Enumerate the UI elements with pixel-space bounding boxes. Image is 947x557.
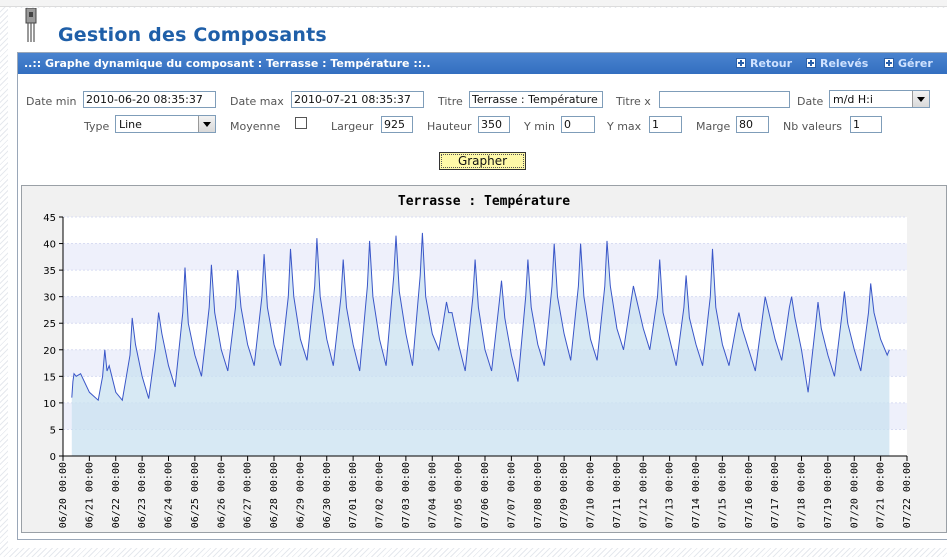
titre-label: Titre	[438, 95, 463, 108]
marge-input[interactable]	[736, 116, 769, 133]
x-tick-label: 07/09 00:00	[559, 462, 570, 528]
x-tick-label: 07/11 00:00	[612, 462, 623, 528]
x-tick-label: 07/13 00:00	[665, 462, 676, 528]
x-tick-label: 07/18 00:00	[797, 462, 808, 528]
x-tick-label: 07/02 00:00	[375, 462, 386, 528]
x-tick-label: 06/25 00:00	[190, 462, 201, 528]
date-min-label: Date min	[26, 95, 77, 108]
chevron-down-icon[interactable]	[198, 116, 215, 132]
x-tick-label: 07/06 00:00	[480, 462, 491, 528]
panel-title: ..:: Graphe dynamique du composant : Ter…	[24, 57, 431, 70]
plus-icon	[884, 58, 894, 68]
x-tick-label: 07/22 00:00	[902, 462, 913, 528]
x-tick-label: 06/29 00:00	[295, 462, 306, 528]
date-min-input[interactable]	[83, 91, 216, 108]
x-tick-label: 07/07 00:00	[506, 462, 517, 528]
largeur-label: Largeur	[331, 120, 374, 133]
y-tick-label: 30	[43, 293, 56, 304]
largeur-input[interactable]	[381, 116, 413, 133]
ymin-label: Y min	[524, 120, 555, 133]
titre-x-input[interactable]	[659, 91, 790, 108]
gerer-link[interactable]: Gérer	[898, 57, 933, 70]
x-tick-label: 06/22 00:00	[111, 462, 122, 528]
y-tick-label: 5	[50, 425, 56, 436]
plus-icon	[806, 58, 816, 68]
marge-label: Marge	[696, 120, 731, 133]
x-tick-label: 07/01 00:00	[348, 462, 359, 528]
x-tick-label: 07/08 00:00	[533, 462, 544, 528]
ymax-label: Y max	[607, 120, 642, 133]
moyenne-checkbox[interactable]	[295, 117, 307, 129]
x-tick-label: 06/21 00:00	[84, 462, 95, 528]
retour-link[interactable]: Retour	[750, 57, 793, 70]
moyenne-label: Moyenne	[230, 120, 281, 133]
type-label: Type	[84, 120, 110, 133]
grapher-button[interactable]: Grapher	[439, 152, 526, 170]
chevron-down-icon[interactable]	[912, 91, 929, 107]
x-tick-label: 07/16 00:00	[744, 462, 755, 528]
date-format-value: m/d H:i	[833, 93, 873, 106]
x-tick-label: 07/17 00:00	[770, 462, 781, 528]
hauteur-input[interactable]	[478, 116, 510, 133]
date-max-label: Date max	[230, 95, 284, 108]
chart-title: Terrasse : Température	[398, 194, 570, 209]
y-tick-label: 20	[43, 346, 56, 357]
plot-band	[63, 296, 907, 324]
type-select[interactable]: Line	[115, 115, 216, 133]
chart-container: 0 5 10 15 20 25 30 35 40 45 06/20 00:00 06/21 00:00…	[21, 185, 947, 533]
x-tick-label: 06/27 00:00	[243, 462, 254, 528]
series-line	[71, 232, 890, 402]
x-tick-label: 07/03 00:00	[401, 462, 412, 528]
date-format-select[interactable]: m/d H:i	[829, 90, 930, 108]
y-tick-label: 15	[43, 372, 56, 383]
plus-icon	[736, 58, 746, 68]
browser-top-strip	[0, 0, 947, 7]
titre-x-label: Titre x	[616, 95, 651, 108]
x-tick-label: 06/30 00:00	[322, 462, 333, 528]
page-title: Gestion des Composants	[58, 24, 327, 46]
hauteur-label: Hauteur	[427, 120, 472, 133]
x-tick-label: 07/20 00:00	[849, 462, 860, 528]
x-tick-label: 07/19 00:00	[823, 462, 834, 528]
nb-valeurs-label: Nb valeurs	[783, 120, 843, 133]
ymax-input[interactable]	[649, 116, 682, 133]
x-tick-label: 07/21 00:00	[876, 462, 887, 528]
releves-link[interactable]: Relevés	[820, 57, 869, 70]
y-tick-label: 35	[43, 266, 56, 277]
x-tick-label: 07/04 00:00	[427, 462, 438, 528]
y-tick-label: 0	[50, 452, 56, 463]
x-tick-label: 07/14 00:00	[691, 462, 702, 528]
x-tick-label: 07/12 00:00	[638, 462, 649, 528]
x-tick-label: 07/10 00:00	[586, 462, 597, 528]
nb-valeurs-input[interactable]	[850, 116, 882, 133]
y-tick-label: 45	[43, 213, 56, 224]
y-tick-label: 40	[43, 240, 56, 251]
x-tick-label: 06/24 00:00	[164, 462, 175, 528]
x-tick-label: 06/28 00:00	[269, 462, 280, 528]
titre-input[interactable]	[469, 91, 603, 108]
date-format-label: Date	[797, 95, 824, 108]
ymin-input[interactable]	[561, 116, 595, 133]
temperature-chart: 0 5 10 15 20 25 30 35 40 45 06/20 00:00 06/21 00:00…	[43, 194, 913, 528]
type-value: Line	[119, 118, 142, 131]
component-icon	[25, 8, 37, 42]
x-tick-label: 07/15 00:00	[717, 462, 728, 528]
date-max-input[interactable]	[291, 91, 424, 108]
plot-band	[63, 243, 907, 271]
x-tick-label: 07/05 00:00	[454, 462, 465, 528]
y-tick-label: 25	[43, 319, 56, 330]
x-tick-label: 06/23 00:00	[137, 462, 148, 528]
x-tick-label: 06/26 00:00	[216, 462, 227, 528]
series-area	[71, 232, 890, 456]
x-tick-label: 06/20 00:00	[58, 462, 69, 528]
y-tick-label: 10	[43, 399, 56, 410]
panel-header: ..:: Graphe dynamique du composant : Ter…	[18, 53, 947, 74]
